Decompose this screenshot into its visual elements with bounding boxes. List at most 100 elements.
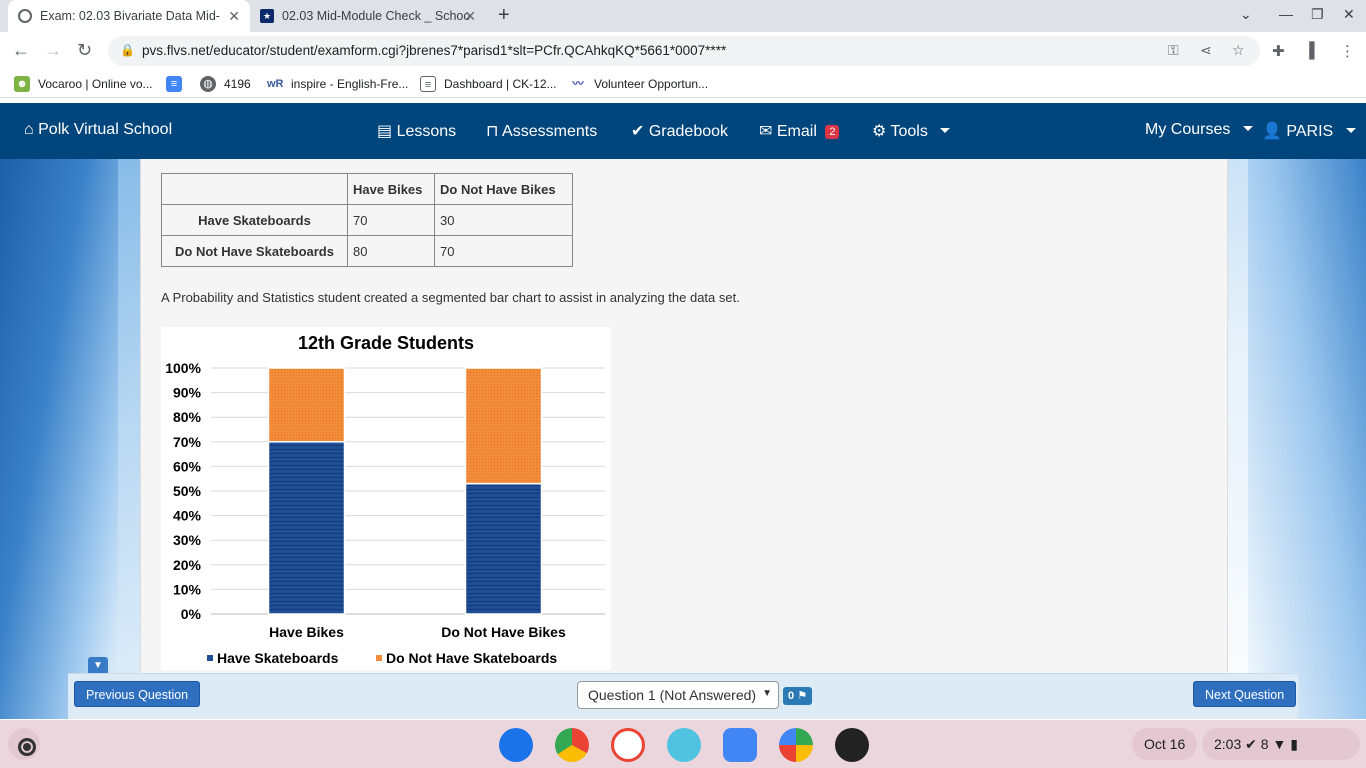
question-prompt: A Probability and Statistics student cre… [161,290,740,305]
ck12-icon: ≡ [420,76,436,92]
flag-count-badge[interactable]: 0 ⚑ [783,687,813,705]
bookmark-label: 4196 [224,77,251,91]
menu-icon[interactable]: ⋮ [1340,43,1355,60]
table-row: Do Not Have Skateboards 80 70 [161,235,573,267]
launcher-icon[interactable] [8,728,40,760]
bookmark-vocaroo[interactable]: ☻ Vocaroo | Online vo... [14,76,153,92]
volunteer-icon: 〰 [570,76,586,92]
new-tab-icon[interactable]: + [498,4,510,26]
tab-mid-module-check[interactable]: ★ 02.03 Mid-Module Check _ Schoo ✕ [250,0,486,32]
bookmark-volunteer[interactable]: 〰 Volunteer Opportun... [570,76,708,92]
flag-icon: ⚑ [797,690,808,702]
nav-lessons[interactable]: ▤ Lessons [377,121,456,141]
row-header: Do Not Have Skateboards [161,235,348,267]
wordreference-icon: wR [267,76,284,92]
tab-title: Exam: 02.03 Bivariate Data Mid- [40,9,220,23]
nav-tools[interactable]: ⚙ Tools [872,121,951,141]
nav-my-courses[interactable]: My Courses [1145,121,1253,139]
bookmark-wordreference[interactable]: wR inspire - English-Fre... [267,76,408,92]
inbox-icon: ⊓ [486,123,499,140]
roblox-app-icon[interactable] [835,728,869,762]
gear-icon: ⚙ [872,123,887,140]
user-icon: 👤 [1262,123,1282,140]
vocaroo-icon: ☻ [14,76,30,92]
x-category-label: Do Not Have Bikes [441,624,566,640]
clock-time: 2:03 [1214,736,1242,752]
browser-tab-strip: Exam: 02.03 Bivariate Data Mid- ✕ ★ 02.0… [0,0,1366,32]
bookmark-ck12[interactable]: ≡ Dashboard | CK-12... [420,76,557,92]
tab-search-icon[interactable]: ⌄ [1240,6,1252,22]
chrome-app-icon[interactable] [555,728,589,762]
legend-swatch [376,655,382,661]
scroll-down-arrow-icon[interactable]: ▼ [88,657,108,675]
date-display[interactable]: Oct 16 [1132,728,1198,760]
nav-user[interactable]: 👤 PARIS [1262,121,1356,141]
bookmark-label: Volunteer Opportun... [594,77,709,91]
table-row: Have Skateboards 70 30 [161,204,573,236]
bar-segment [267,441,346,615]
y-tick-label: 70% [173,434,202,450]
chart-svg: 12th Grade Students 0% 10% 20% 30% 40% 50% 60%… [165,333,605,666]
previous-question-button[interactable]: Previous Question [74,681,201,707]
forward-icon[interactable]: → [44,40,62,60]
close-icon[interactable]: ✕ [228,8,240,24]
exam-navigation-bar: Previous Question Question 1 (Not Answer… [68,673,1298,719]
bookmark-docs[interactable]: ≡ [166,76,190,92]
page-background: Have Bikes Do Not Have Bikes Have Skateb… [0,159,1366,719]
key-icon[interactable]: ⚿ [1168,42,1179,58]
back-icon[interactable]: ← [12,40,30,60]
nav-label: Email [776,123,817,140]
classroom-app-icon[interactable] [667,728,701,762]
gmail-app-icon[interactable] [611,728,645,762]
tab-exam[interactable]: Exam: 02.03 Bivariate Data Mid- ✕ [8,0,250,32]
minimize-icon[interactable]: — [1279,6,1293,22]
nav-label: Assessments [502,123,598,140]
nav-label: My Courses [1145,121,1231,138]
close-window-icon[interactable]: ✕ [1343,6,1355,22]
table-cell: 70 [434,235,573,267]
nav-label: Tools [890,123,928,140]
table-header-row: Have Bikes Do Not Have Bikes [161,173,573,205]
bookmark-star-icon[interactable]: ☆ [1232,42,1245,58]
row-header: Have Skateboards [161,204,348,236]
files-app-icon[interactable] [499,728,533,762]
y-tick-label: 30% [173,532,202,548]
browser-toolbar: ← → ↻ 🔒 pvs.flvs.net/educator/student/ex… [0,32,1366,70]
star-shield-icon: ★ [260,9,274,23]
question-select[interactable]: Question 1 (Not Answered) ▼ [577,681,779,709]
bookmark-4196[interactable]: ◍ 4196 [200,76,251,92]
brand-label: Polk Virtual School [38,121,173,138]
nav-gradebook[interactable]: ✔ Gradebook [631,121,728,141]
url-text[interactable]: pvs.flvs.net/educator/student/examform.c… [142,43,727,58]
battery-icon: ▮ [1290,736,1298,752]
docs-app-icon[interactable] [723,728,757,762]
address-bar[interactable]: 🔒 pvs.flvs.net/educator/student/examform… [108,36,1260,66]
extensions-icon[interactable]: ✚ [1272,43,1285,60]
caret-down-icon [940,128,951,133]
globe-icon: ◍ [200,76,216,92]
share-icon[interactable]: ⋖ [1200,42,1212,58]
y-tick-label: 60% [173,458,202,474]
lock-icon[interactable]: 🔒 [120,43,135,57]
table-cell: 30 [434,204,573,236]
nav-assessments[interactable]: ⊓ Assessments [486,121,597,141]
play-store-app-icon[interactable] [779,728,813,762]
nav-label: PARIS [1286,123,1334,140]
segmented-bar-chart: 12th Grade Students 0% 10% 20% 30% 40% 50% 60%… [161,327,611,670]
side-panel-icon[interactable]: ▐ [1304,42,1315,59]
restore-icon[interactable]: ❐ [1311,6,1324,22]
table-corner-cell [161,173,348,205]
reload-icon[interactable]: ↻ [77,40,93,60]
next-question-button[interactable]: Next Question [1193,681,1297,707]
question-select-value: Question 1 (Not Answered) [588,687,757,703]
bookmark-label: inspire - English-Fre... [291,77,409,91]
flag-count: 0 [788,690,795,702]
close-icon[interactable]: ✕ [464,8,476,24]
decorative-wave-right [1248,159,1366,719]
brand-link[interactable]: ⌂ Polk Virtual School [24,121,172,139]
nav-email[interactable]: ✉ Email 2 [759,121,840,141]
notification-count: 8 [1260,736,1269,752]
status-tray[interactable]: 2:03 ✔ 8 ▼ ▮ [1202,728,1360,760]
docs-bookmark-icon: ≡ [166,76,182,92]
y-tick-label: 10% [173,581,202,597]
